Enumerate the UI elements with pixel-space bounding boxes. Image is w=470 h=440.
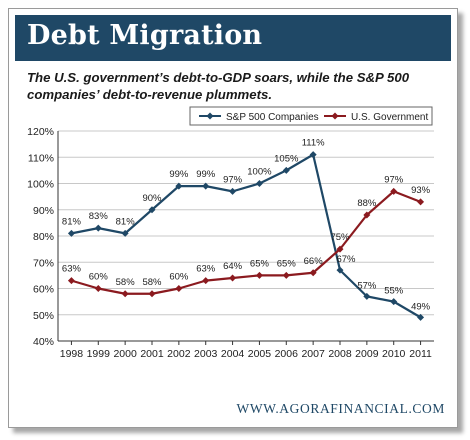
data-label: 60% bbox=[89, 272, 109, 283]
data-label: 97% bbox=[223, 174, 243, 185]
data-label: 64% bbox=[223, 261, 243, 272]
data-point bbox=[255, 271, 263, 279]
x-tick-label: 2002 bbox=[167, 348, 191, 360]
data-point bbox=[121, 290, 129, 298]
x-tick-label: 2003 bbox=[194, 348, 218, 360]
data-point bbox=[121, 229, 129, 237]
data-point bbox=[94, 285, 102, 292]
y-tick-label: 90% bbox=[33, 205, 54, 217]
data-point bbox=[390, 187, 398, 195]
data-point bbox=[363, 211, 371, 219]
data-label: 81% bbox=[62, 216, 82, 227]
x-tick-label: 2007 bbox=[301, 348, 325, 360]
source-url: WWW.AGORAFINANCIAL.COM bbox=[236, 401, 445, 416]
y-tick-label: 100% bbox=[27, 179, 54, 191]
data-point bbox=[336, 245, 344, 253]
data-point bbox=[336, 266, 344, 274]
legend: S&P 500 Companies U.S. Government bbox=[189, 106, 433, 126]
data-point bbox=[309, 151, 317, 159]
data-point bbox=[417, 198, 425, 206]
data-label: 65% bbox=[277, 258, 297, 269]
x-tick-label: 1999 bbox=[87, 348, 111, 360]
chart-title: Debt Migration bbox=[27, 20, 263, 51]
data-point bbox=[202, 182, 210, 190]
y-tick-label: 120% bbox=[27, 126, 54, 138]
data-label: 83% bbox=[89, 211, 109, 222]
legend-box bbox=[189, 106, 433, 126]
data-point bbox=[148, 206, 156, 214]
data-label: 97% bbox=[384, 174, 404, 185]
series-line-us-government bbox=[71, 190, 421, 295]
x-tick-label: 2006 bbox=[275, 348, 299, 360]
data-label: 57% bbox=[357, 280, 377, 291]
data-label: 55% bbox=[384, 286, 404, 297]
y-tick-label: 60% bbox=[33, 284, 54, 296]
data-point bbox=[202, 277, 210, 285]
chart-card: Debt Migration The U.S. government’s deb… bbox=[8, 8, 458, 428]
x-tick-label: 2000 bbox=[113, 348, 137, 360]
data-label: 65% bbox=[250, 258, 270, 269]
chart-subtitle: The U.S. government’s debt-to-GDP soars,… bbox=[27, 70, 410, 102]
data-point bbox=[417, 313, 425, 321]
data-label: 58% bbox=[116, 277, 136, 288]
x-tick-label: 1998 bbox=[60, 348, 84, 360]
data-label: 93% bbox=[411, 185, 431, 196]
x-tick-label: 2008 bbox=[328, 348, 352, 360]
data-label: 63% bbox=[196, 264, 216, 275]
x-tick-label: 2010 bbox=[382, 348, 406, 360]
x-tick-label: 2009 bbox=[355, 348, 379, 360]
data-label: 67% bbox=[336, 254, 356, 265]
data-label: 75% bbox=[330, 232, 350, 243]
y-tick-label: 80% bbox=[33, 231, 54, 243]
legend-marker bbox=[206, 112, 214, 120]
y-tick-label: 50% bbox=[33, 310, 54, 322]
data-point bbox=[390, 298, 398, 306]
x-tick-label: 2005 bbox=[248, 348, 272, 360]
data-point bbox=[282, 271, 290, 279]
data-point bbox=[67, 277, 75, 285]
data-point bbox=[282, 166, 290, 174]
data-label: 105% bbox=[274, 153, 299, 164]
data-label: 81% bbox=[116, 216, 136, 227]
data-point bbox=[67, 229, 75, 237]
data-label: 99% bbox=[169, 169, 189, 180]
y-tick-label: 70% bbox=[33, 257, 54, 269]
data-point bbox=[229, 187, 237, 195]
data-label: 49% bbox=[411, 301, 431, 312]
data-point bbox=[229, 274, 237, 282]
data-point bbox=[148, 290, 156, 298]
title-banner: Debt Migration bbox=[15, 15, 451, 61]
data-label: 88% bbox=[357, 198, 377, 209]
data-point bbox=[309, 269, 317, 277]
x-tick-label: 2011 bbox=[409, 348, 432, 360]
data-label: 58% bbox=[142, 277, 162, 288]
data-point bbox=[94, 224, 102, 232]
data-label: 111% bbox=[302, 138, 325, 149]
y-tick-label: 40% bbox=[33, 336, 54, 348]
data-point bbox=[175, 182, 183, 190]
data-label: 60% bbox=[169, 272, 189, 283]
data-point bbox=[363, 292, 371, 300]
data-label: 99% bbox=[196, 169, 216, 180]
legend-marker bbox=[331, 112, 339, 120]
data-label: 66% bbox=[304, 256, 324, 267]
x-tick-label: 2001 bbox=[140, 348, 164, 360]
legend-label: S&P 500 Companies bbox=[226, 112, 319, 123]
series-line-sp500 bbox=[71, 153, 422, 319]
data-point bbox=[175, 285, 183, 292]
legend-label: U.S. Government bbox=[351, 112, 428, 123]
data-label: 63% bbox=[62, 264, 82, 275]
x-tick-label: 2004 bbox=[221, 348, 245, 360]
data-label: 100% bbox=[247, 167, 272, 178]
y-tick-label: 110% bbox=[28, 152, 54, 164]
data-label: 90% bbox=[142, 193, 162, 204]
data-point bbox=[255, 180, 263, 187]
